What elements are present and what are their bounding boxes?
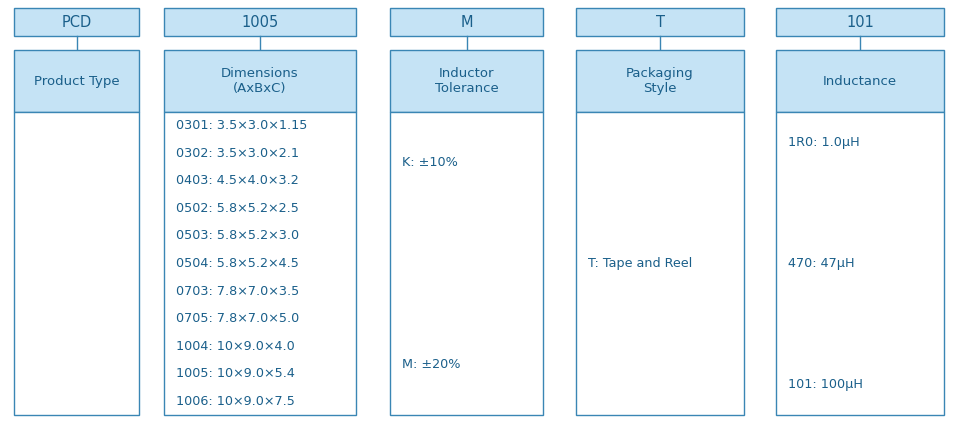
Text: 0705: 7.8×7.0×5.0: 0705: 7.8×7.0×5.0 xyxy=(176,312,299,325)
Bar xyxy=(776,112,944,415)
Bar xyxy=(576,50,744,112)
Text: 0302: 3.5×3.0×2.1: 0302: 3.5×3.0×2.1 xyxy=(176,147,299,160)
Bar xyxy=(14,50,139,112)
Text: T: T xyxy=(656,14,664,29)
Text: 0703: 7.8×7.0×3.5: 0703: 7.8×7.0×3.5 xyxy=(176,285,299,297)
Text: Inductance: Inductance xyxy=(823,74,897,88)
Bar xyxy=(390,112,543,415)
Text: M: M xyxy=(461,14,472,29)
Text: Product Type: Product Type xyxy=(33,74,120,88)
Text: K: ±10%: K: ±10% xyxy=(402,156,458,169)
Text: 0503: 5.8×5.2×3.0: 0503: 5.8×5.2×3.0 xyxy=(176,230,299,242)
Bar xyxy=(164,112,356,415)
Text: 0502: 5.8×5.2×2.5: 0502: 5.8×5.2×2.5 xyxy=(176,202,299,215)
Bar xyxy=(776,50,944,112)
Text: 101: 100μH: 101: 100μH xyxy=(788,378,863,391)
Text: 0403: 4.5×4.0×3.2: 0403: 4.5×4.0×3.2 xyxy=(176,174,299,187)
Text: Inductor
Tolerance: Inductor Tolerance xyxy=(434,67,499,95)
Bar xyxy=(390,50,543,112)
Text: 1R0: 1.0μH: 1R0: 1.0μH xyxy=(788,136,859,149)
Bar xyxy=(776,8,944,36)
Text: 470: 47μH: 470: 47μH xyxy=(788,257,855,270)
Bar xyxy=(14,112,139,415)
Text: Packaging
Style: Packaging Style xyxy=(626,67,694,95)
Text: 1005: 10×9.0×5.4: 1005: 10×9.0×5.4 xyxy=(176,367,295,380)
Bar xyxy=(164,50,356,112)
Text: 1004: 10×9.0×4.0: 1004: 10×9.0×4.0 xyxy=(176,340,295,353)
Text: 1006: 10×9.0×7.5: 1006: 10×9.0×7.5 xyxy=(176,395,295,408)
Bar xyxy=(576,8,744,36)
Bar xyxy=(576,112,744,415)
Text: 0301: 3.5×3.0×1.15: 0301: 3.5×3.0×1.15 xyxy=(176,119,308,132)
Bar xyxy=(14,8,139,36)
Bar xyxy=(390,8,543,36)
Text: T: Tape and Reel: T: Tape and Reel xyxy=(588,257,692,270)
Text: M: ±20%: M: ±20% xyxy=(402,358,461,371)
Text: 1005: 1005 xyxy=(241,14,278,29)
Text: Dimensions
(AxBxC): Dimensions (AxBxC) xyxy=(221,67,299,95)
Text: 0504: 5.8×5.2×4.5: 0504: 5.8×5.2×4.5 xyxy=(176,257,299,270)
Text: 101: 101 xyxy=(846,14,874,29)
Text: PCD: PCD xyxy=(62,14,91,29)
Bar xyxy=(164,8,356,36)
